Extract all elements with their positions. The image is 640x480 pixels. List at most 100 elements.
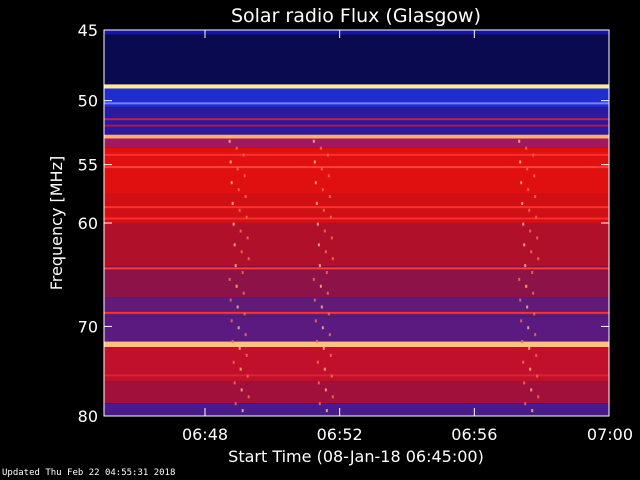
frequency-band (104, 381, 609, 404)
burst-streak (317, 243, 320, 247)
burst-streak (234, 402, 237, 406)
burst-streak (326, 153, 329, 157)
burst-streak (242, 291, 245, 295)
burst-streak (327, 312, 330, 316)
burst-streak (534, 333, 537, 337)
frequency-line (104, 153, 609, 156)
burst-streak (532, 291, 535, 295)
burst-streak (234, 264, 237, 268)
x-tick-label: 06:52 (317, 425, 363, 444)
burst-streak (531, 270, 534, 274)
frequency-line (104, 102, 609, 105)
burst-streak (328, 195, 331, 199)
x-axis-label: Start Time (08-Jan-18 06:45:00) (228, 447, 484, 466)
burst-streak (242, 153, 245, 157)
burst-streak (247, 257, 250, 261)
y-axis-label: Frequency [MHz] (47, 156, 66, 290)
burst-streak (523, 243, 526, 247)
burst-streak (228, 139, 231, 143)
frequency-band (104, 84, 609, 89)
burst-streak (537, 257, 540, 261)
y-tick-label: 55 (78, 156, 98, 175)
burst-streak (245, 215, 248, 219)
burst-streak (524, 402, 527, 406)
burst-streak (522, 222, 525, 226)
burst-streak (246, 236, 249, 240)
burst-streak (235, 284, 238, 288)
frequency-band (104, 316, 609, 342)
burst-streak (527, 326, 530, 330)
burst-streak (241, 409, 244, 413)
burst-streak (531, 409, 534, 413)
burst-streak (523, 381, 526, 385)
burst-streak (322, 346, 325, 350)
burst-streak (519, 298, 522, 302)
burst-streak (320, 305, 323, 309)
frequency-line (104, 166, 609, 169)
burst-streak (229, 160, 232, 164)
burst-streak (533, 174, 536, 178)
burst-streak (319, 284, 322, 288)
burst-streak (229, 298, 232, 302)
burst-streak (522, 360, 525, 364)
burst-streak (526, 167, 529, 171)
spectrogram-area (104, 30, 609, 416)
x-axis: 06:48 06:52 06:56 07:00 (182, 30, 633, 444)
burst-streak (325, 409, 328, 413)
burst-streak (244, 333, 247, 337)
burst-streak (331, 395, 334, 399)
x-tick-label: 06:56 (451, 425, 497, 444)
burst-streak (237, 326, 240, 330)
burst-streak (330, 374, 333, 378)
burst-streak (321, 326, 324, 330)
burst-streak (324, 250, 327, 254)
burst-streak (315, 201, 318, 205)
burst-streak (314, 181, 317, 185)
burst-streak (526, 305, 529, 309)
burst-streak (240, 388, 243, 392)
update-timestamp: Updated Thu Feb 22 04:55:31 2018 (2, 468, 176, 478)
burst-streak (319, 146, 322, 150)
burst-streak (532, 153, 535, 157)
burst-streak (237, 188, 240, 192)
burst-streak (313, 298, 316, 302)
burst-streak (326, 291, 329, 295)
frequency-band (104, 88, 609, 108)
frequency-band (104, 297, 609, 317)
burst-streak (528, 208, 531, 212)
burst-streak (228, 277, 231, 281)
burst-streak (316, 360, 319, 364)
burst-streak (324, 388, 327, 392)
burst-streak (529, 367, 532, 371)
burst-streak (322, 208, 325, 212)
burst-streak (244, 195, 247, 199)
frequency-band (104, 341, 609, 348)
burst-streak (518, 277, 521, 281)
burst-streak (329, 215, 332, 219)
x-tick-label: 07:00 (587, 425, 633, 444)
burst-streak (236, 167, 239, 171)
frequency-band (104, 266, 609, 298)
burst-streak (245, 353, 248, 357)
burst-streak (520, 181, 523, 185)
burst-streak (535, 353, 538, 357)
frequency-band (104, 134, 609, 139)
burst-streak (537, 395, 540, 399)
burst-streak (314, 319, 317, 323)
burst-streak (521, 201, 524, 205)
burst-streak (316, 222, 319, 226)
burst-streak (328, 333, 331, 337)
frequency-band (104, 107, 609, 135)
chart-title: Solar radio Flux (Glasgow) (231, 5, 481, 27)
frequency-band (104, 30, 609, 35)
burst-streak (313, 160, 316, 164)
burst-streak (536, 374, 539, 378)
burst-streak (323, 229, 326, 233)
burst-streak (329, 353, 332, 357)
burst-streak (518, 139, 521, 143)
x-tick-label: 06:48 (182, 425, 228, 444)
burst-streak (525, 284, 528, 288)
y-axis: 45 50 55 60 70 80 (78, 21, 609, 426)
burst-streak (243, 174, 246, 178)
